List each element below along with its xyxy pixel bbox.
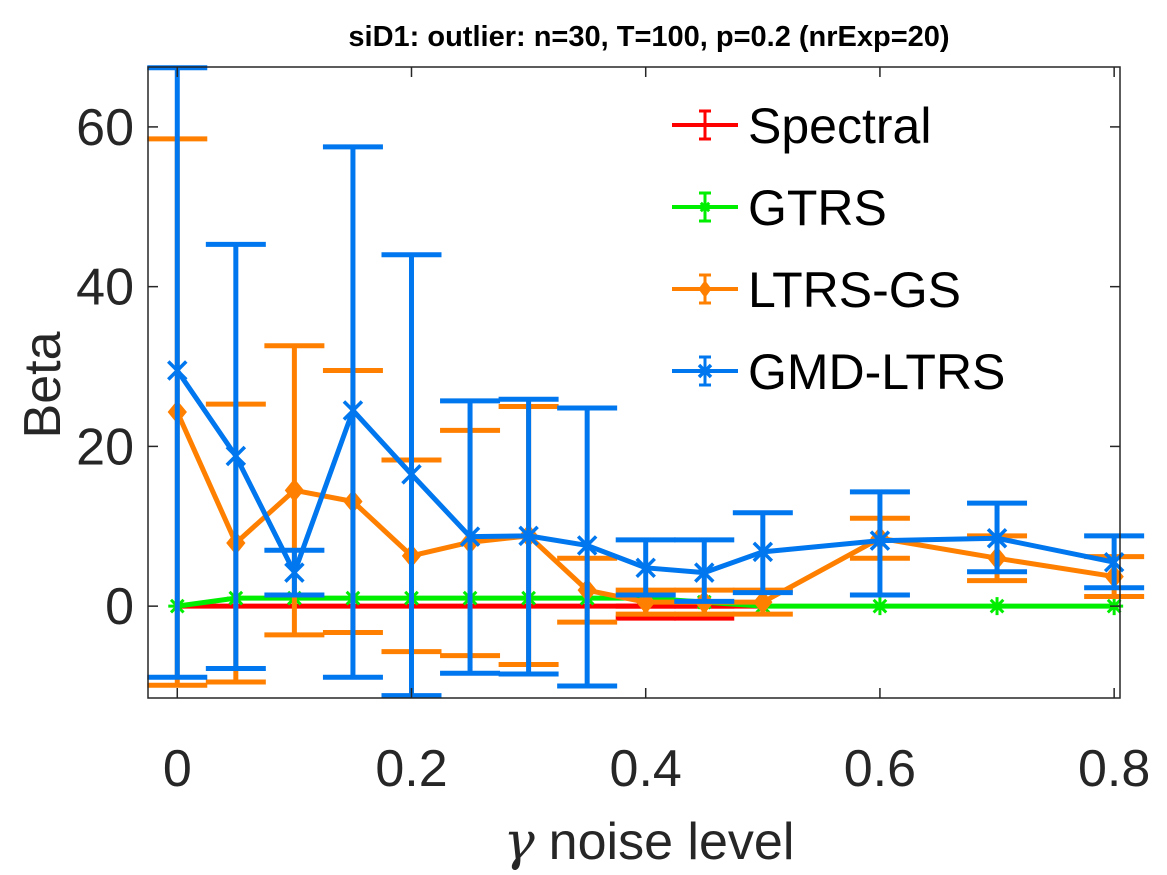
data-point bbox=[459, 526, 481, 547]
data-point bbox=[225, 445, 247, 467]
legend-label: LTRS-GS bbox=[748, 262, 961, 318]
data-point bbox=[518, 525, 539, 547]
data-point bbox=[284, 562, 305, 583]
data-point bbox=[869, 530, 891, 551]
legend-marker bbox=[699, 201, 711, 213]
gamma-symbol: γ bbox=[504, 812, 536, 872]
data-point bbox=[167, 360, 188, 381]
data-point bbox=[576, 535, 598, 556]
y-tick-label: 40 bbox=[76, 259, 134, 317]
legend-marker bbox=[697, 363, 713, 379]
data-point bbox=[694, 562, 715, 583]
x-tick-label: 0.8 bbox=[1078, 740, 1150, 798]
series-gmd-ltrs bbox=[147, 65, 1145, 699]
legend-marker bbox=[698, 280, 712, 298]
y-tick-label: 0 bbox=[105, 578, 134, 636]
x-tick-label: 0.6 bbox=[844, 740, 916, 798]
series-line bbox=[175, 369, 1115, 576]
legend: Spectral GTRS LTRS-GS GMD-LTRS bbox=[672, 98, 1005, 400]
axes-box bbox=[147, 66, 1121, 699]
y-tick-label: 60 bbox=[76, 99, 134, 157]
legend-label: Spectral bbox=[748, 98, 931, 154]
y-axis-label: Beta bbox=[14, 331, 72, 438]
x-tick-label: 0.4 bbox=[610, 740, 682, 798]
data-point bbox=[988, 597, 1007, 616]
data-point bbox=[752, 541, 774, 563]
data-point bbox=[635, 557, 656, 579]
x-tick-label: 0.2 bbox=[375, 740, 447, 798]
chart-title: siD1: outlier: n=30, T=100, p=0.2 (nrExp… bbox=[348, 21, 949, 53]
ticks-layer: 0 0.2 0.4 0.6 0.8 0 20 40 60 bbox=[76, 67, 1150, 798]
x-axis-label-text: noise level bbox=[549, 813, 795, 871]
x-tick-label: 0 bbox=[163, 740, 192, 798]
data-point bbox=[401, 464, 422, 485]
x-axis-label: γ noise level bbox=[504, 812, 795, 872]
data-point bbox=[986, 528, 1008, 549]
data-point bbox=[870, 597, 889, 616]
series-layer bbox=[147, 65, 1145, 699]
legend-label: GMD-LTRS bbox=[748, 344, 1005, 400]
legend-label: GTRS bbox=[748, 180, 887, 236]
y-tick-label: 20 bbox=[76, 418, 134, 476]
data-point bbox=[753, 590, 773, 614]
series-line bbox=[174, 411, 1115, 605]
data-point bbox=[342, 400, 364, 421]
data-point bbox=[284, 478, 305, 503]
series-line bbox=[176, 595, 1115, 609]
